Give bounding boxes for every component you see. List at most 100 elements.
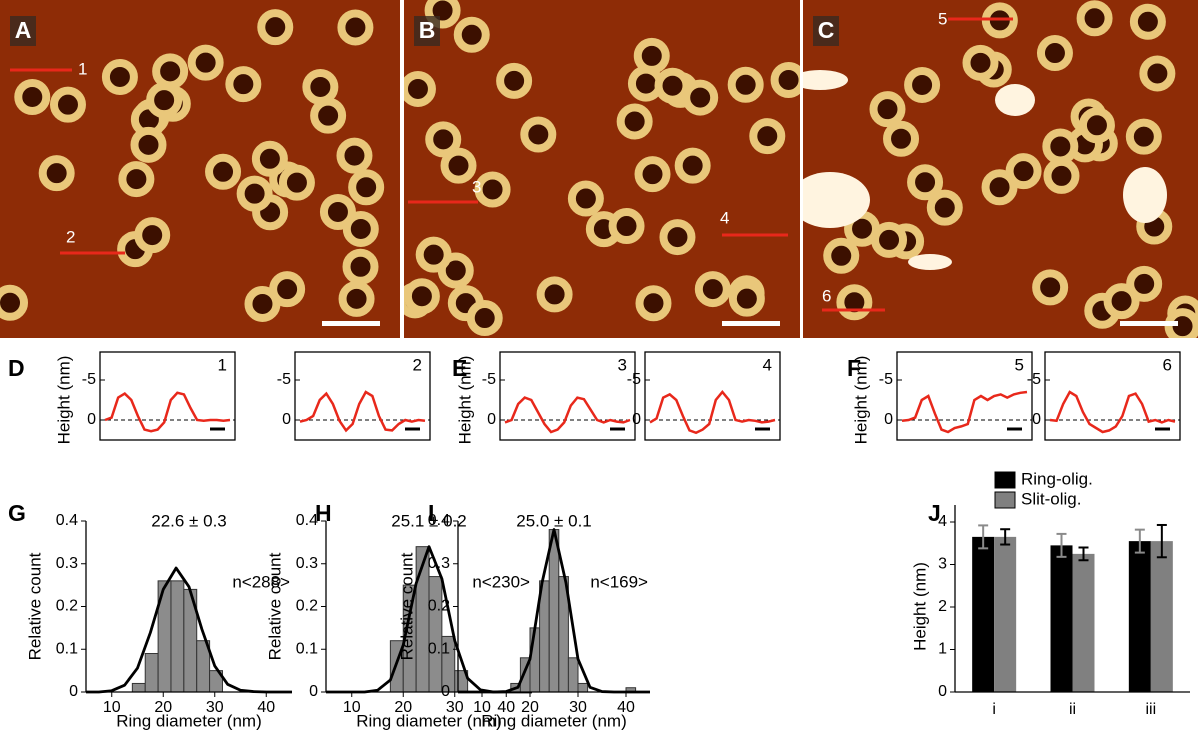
ring (981, 169, 1018, 206)
histogram-bar (548, 529, 560, 693)
ring (146, 82, 183, 119)
line-label: 2 (66, 227, 75, 246)
chart-title: 22.6 ± 0.3 (151, 511, 227, 530)
ring (496, 62, 533, 99)
ring (1036, 35, 1073, 72)
y-tick-label: 0.3 (296, 555, 318, 572)
error-bar (1078, 546, 1089, 562)
error-bar (1056, 532, 1067, 558)
y-tick-label: 0.1 (428, 640, 450, 657)
ring (49, 86, 86, 123)
ring (310, 97, 347, 134)
blob (995, 84, 1035, 116)
letter-box (813, 16, 839, 46)
y-tick-label: 0.4 (56, 512, 78, 529)
bar (1128, 541, 1151, 692)
histogram-bar (170, 580, 185, 693)
ring (883, 120, 920, 157)
y-tick-label: 0 (87, 411, 96, 428)
y-tick-label: 0 (309, 683, 318, 700)
chart-title: 25.0 ± 0.1 (516, 511, 592, 530)
height-profile (649, 390, 776, 435)
error-bar (978, 524, 989, 550)
x-tick-label: 40 (497, 699, 515, 716)
plot-frame (499, 351, 636, 441)
x-tick-label: 20 (154, 699, 172, 716)
ring (187, 44, 224, 81)
ring (244, 285, 281, 322)
ring (1042, 128, 1079, 165)
ring (682, 79, 719, 116)
y-tick-label: -5 (627, 371, 641, 388)
y-tick-label: 0 (69, 683, 78, 700)
chart-title: 25.1 ± 0.2 (391, 511, 467, 530)
ring (0, 284, 29, 321)
y-tick-label: 0.2 (56, 598, 78, 615)
ring (907, 164, 944, 201)
x-tick-label: 20 (394, 699, 412, 716)
ring (474, 171, 511, 208)
ring (466, 300, 503, 337)
ring (869, 91, 906, 128)
x-tick-label: 30 (569, 699, 587, 716)
ring (1043, 157, 1080, 194)
profile-number: 3 (618, 355, 627, 374)
x-axis-label: Ring diameter (nm) (481, 711, 627, 730)
y-tick-label: 0 (487, 411, 496, 428)
ring (453, 16, 490, 53)
ring (1126, 265, 1163, 302)
panel-letter: B (419, 17, 436, 43)
legend-swatch (994, 491, 1016, 509)
ring (616, 103, 653, 140)
ring (520, 116, 557, 153)
ring (404, 278, 440, 315)
ring (1129, 3, 1166, 40)
height-profile (299, 390, 426, 433)
ring (1164, 308, 1198, 338)
ring (225, 66, 262, 103)
x-tick-label: 40 (617, 699, 635, 716)
scale-bar (722, 321, 780, 326)
ring (342, 248, 379, 285)
y-tick-label: 0.3 (428, 555, 450, 572)
y-tick-label: 0.4 (428, 512, 450, 529)
line-label: 1 (78, 59, 87, 78)
ring (694, 271, 731, 308)
profile-number: 5 (1015, 355, 1024, 374)
ring (962, 44, 999, 81)
height-profile (504, 396, 631, 434)
x-tick-label: ii (1069, 701, 1076, 718)
error-bar (1000, 528, 1011, 546)
x-axis-label: Ring diameter (nm) (116, 711, 262, 730)
y-tick-label: 2 (938, 598, 947, 615)
x-tick-label: 30 (206, 699, 224, 716)
ring (134, 217, 171, 254)
y-axis-label: Relative count (397, 552, 416, 660)
ring (659, 219, 696, 256)
x-tick-label: 30 (446, 699, 464, 716)
y-axis-label: Height (nm) (910, 562, 929, 651)
panel-letter: A (15, 17, 32, 43)
ring (1005, 153, 1042, 190)
x-axis-label: Ring diameter (nm) (356, 711, 502, 730)
y-tick-label: 0.3 (56, 555, 78, 572)
profile-number: 6 (1163, 355, 1172, 374)
y-tick-label: -5 (879, 371, 893, 388)
y-tick-label: 0.2 (428, 598, 450, 615)
ring (205, 153, 242, 190)
ring (567, 180, 604, 217)
bar (1072, 553, 1095, 692)
ring (634, 156, 671, 193)
ring (871, 221, 908, 258)
ring (118, 161, 155, 198)
annotation: n<169> (590, 572, 648, 591)
profile-number: 4 (763, 355, 772, 374)
ring (633, 37, 670, 74)
ring (14, 78, 51, 115)
bar (1150, 541, 1173, 692)
letter-box (10, 16, 36, 46)
scale-bar (322, 321, 380, 326)
ring (415, 236, 452, 273)
x-tick-label: 10 (473, 699, 491, 716)
y-tick-label: -5 (482, 371, 496, 388)
